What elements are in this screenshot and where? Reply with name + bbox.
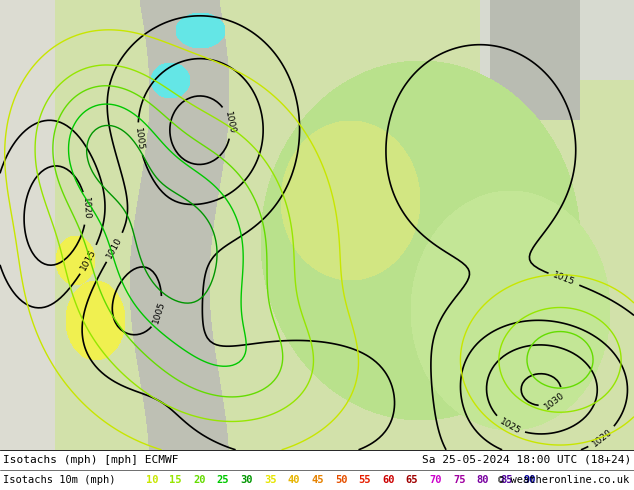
Text: Isotachs (mph) [mph] ECMWF: Isotachs (mph) [mph] ECMWF <box>3 455 179 465</box>
Text: 1030: 1030 <box>543 391 566 412</box>
Text: 65: 65 <box>406 475 418 485</box>
Text: 1020: 1020 <box>590 427 614 448</box>
Text: 80: 80 <box>477 475 489 485</box>
Text: 75: 75 <box>453 475 465 485</box>
Text: 35: 35 <box>264 475 276 485</box>
Text: 25: 25 <box>217 475 229 485</box>
Text: 50: 50 <box>335 475 347 485</box>
Text: 1010: 1010 <box>105 235 124 260</box>
Text: Sa 25-05-2024 18:00 UTC (18+24): Sa 25-05-2024 18:00 UTC (18+24) <box>422 455 631 465</box>
Text: 1020: 1020 <box>81 196 91 220</box>
Text: 55: 55 <box>358 475 371 485</box>
Text: 1015: 1015 <box>552 271 576 288</box>
Text: 1005: 1005 <box>152 300 167 325</box>
Text: 85: 85 <box>500 475 513 485</box>
Text: 90: 90 <box>524 475 536 485</box>
Text: 70: 70 <box>429 475 442 485</box>
Text: 60: 60 <box>382 475 394 485</box>
Text: 1005: 1005 <box>133 127 145 151</box>
Text: 10: 10 <box>146 475 158 485</box>
Text: 1000: 1000 <box>223 110 236 134</box>
Text: 15: 15 <box>169 475 182 485</box>
Text: 1025: 1025 <box>498 416 522 436</box>
Text: 30: 30 <box>240 475 253 485</box>
Text: 1015: 1015 <box>79 247 98 272</box>
Text: 45: 45 <box>311 475 323 485</box>
Text: Isotachs 10m (mph): Isotachs 10m (mph) <box>3 475 115 485</box>
Text: 40: 40 <box>287 475 300 485</box>
Text: 20: 20 <box>193 475 205 485</box>
Text: © weatheronline.co.uk: © weatheronline.co.uk <box>498 475 629 485</box>
